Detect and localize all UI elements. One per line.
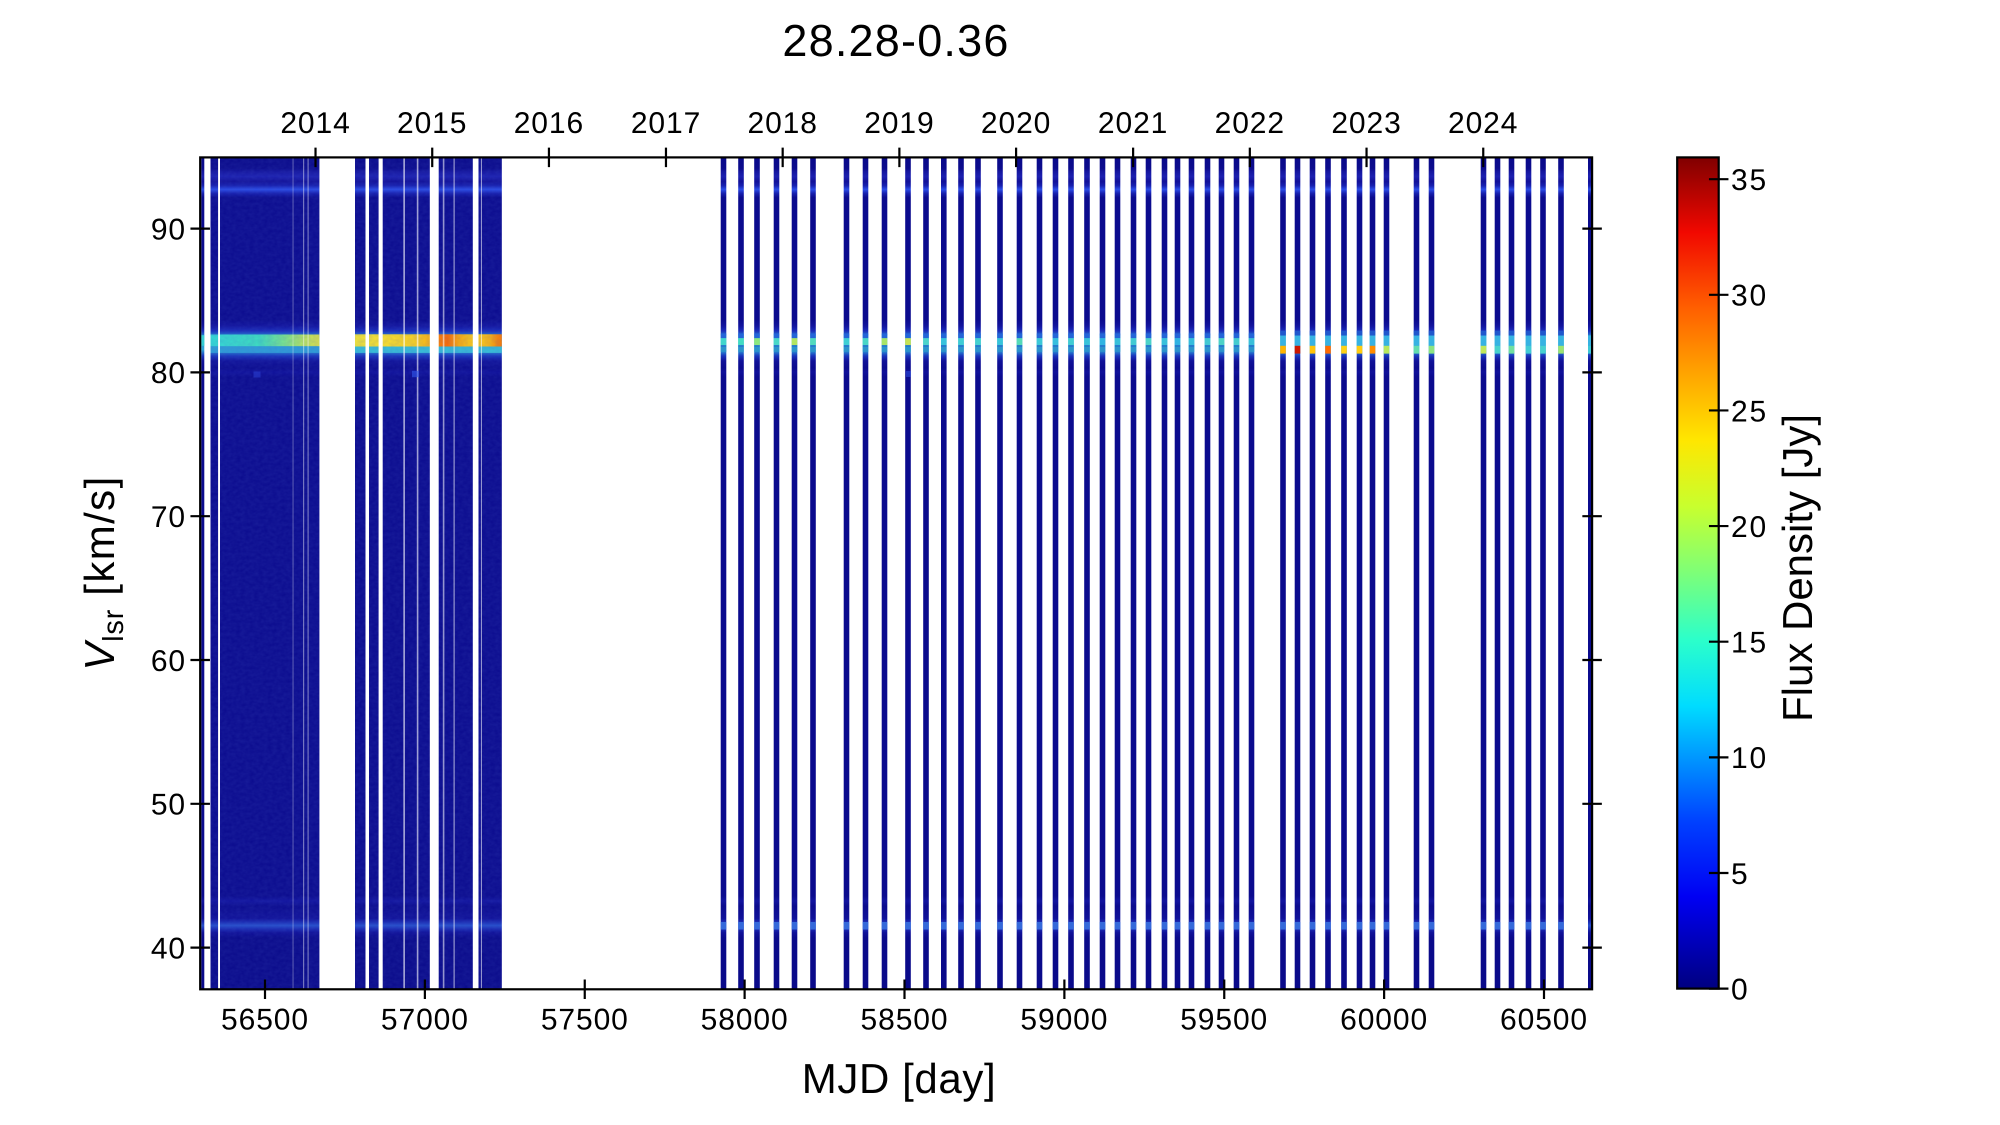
svg-text:60: 60	[151, 645, 186, 678]
svg-text:50: 50	[151, 789, 186, 822]
svg-text:2018: 2018	[748, 107, 818, 140]
svg-text:2023: 2023	[1331, 107, 1401, 140]
svg-text:60500: 60500	[1500, 1004, 1588, 1037]
svg-text:58000: 58000	[701, 1004, 789, 1037]
svg-text:MJD [day]: MJD [day]	[802, 1055, 996, 1102]
svg-text:60000: 60000	[1340, 1004, 1428, 1037]
svg-text:2022: 2022	[1215, 107, 1285, 140]
svg-text:40: 40	[151, 932, 186, 965]
svg-text:58500: 58500	[861, 1004, 949, 1037]
svg-text:57500: 57500	[541, 1004, 629, 1037]
svg-text:Flux Density [Jy]: Flux Density [Jy]	[1774, 414, 1821, 722]
svg-text:2021: 2021	[1098, 107, 1168, 140]
svg-text:15: 15	[1731, 627, 1768, 660]
svg-text:80: 80	[151, 357, 186, 390]
svg-text:2014: 2014	[280, 107, 350, 140]
svg-text:2019: 2019	[864, 107, 934, 140]
svg-text:10: 10	[1731, 742, 1768, 775]
svg-text:20: 20	[1731, 511, 1768, 544]
svg-text:25: 25	[1731, 395, 1768, 428]
svg-text:90: 90	[151, 213, 186, 246]
svg-text:2020: 2020	[981, 107, 1051, 140]
svg-text:28.28-0.36: 28.28-0.36	[782, 15, 1009, 66]
svg-text:35: 35	[1731, 164, 1768, 197]
svg-text:0: 0	[1731, 973, 1750, 1006]
svg-text:57000: 57000	[381, 1004, 469, 1037]
svg-text:59000: 59000	[1020, 1004, 1108, 1037]
svg-text:56500: 56500	[221, 1004, 309, 1037]
svg-text:59500: 59500	[1180, 1004, 1268, 1037]
svg-text:5: 5	[1731, 858, 1750, 891]
svg-text:2016: 2016	[514, 107, 584, 140]
svg-text:70: 70	[151, 501, 186, 534]
svg-text:30: 30	[1731, 280, 1768, 313]
svg-text:2015: 2015	[397, 107, 467, 140]
svg-text:2017: 2017	[631, 107, 701, 140]
svg-text:2024: 2024	[1448, 107, 1518, 140]
svg-text:Vlsr [km/s]: Vlsr [km/s]	[76, 475, 130, 670]
